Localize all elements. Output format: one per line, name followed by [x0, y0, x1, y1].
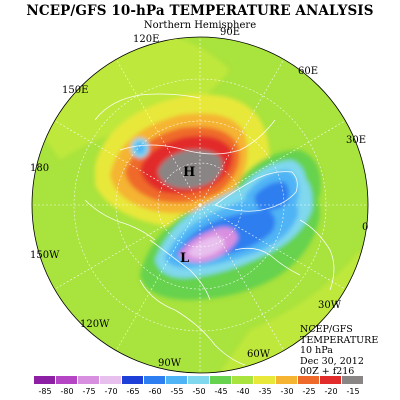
legend-tick-label: -20: [324, 387, 338, 396]
map-border: [31, 36, 369, 374]
legend-tick-label: -80: [60, 387, 74, 396]
lon-180-label: 180: [30, 163, 49, 174]
low-pressure-marker: L: [180, 251, 189, 266]
info-date: Dec 30, 2012: [300, 355, 364, 367]
legend-tick-label: -15: [346, 387, 360, 396]
legend-swatch: [320, 376, 342, 384]
lon-90w-label: 90W: [158, 358, 182, 369]
high-pressure-marker: H: [183, 165, 195, 180]
lon-60w-label: 60W: [247, 349, 271, 360]
lon-0-label: 0: [362, 222, 368, 233]
info-variable: TEMPERATURE: [300, 334, 379, 346]
legend-swatch: [34, 376, 56, 384]
legend-tick-label: -75: [82, 387, 96, 396]
legend-ticks: -85 -80 -75 -70 -65 -60 -55 -50 -45 -40 -35 -30 -25-…: [34, 387, 364, 399]
info-level: 10 hPa: [300, 345, 333, 356]
legend-swatch: [122, 376, 144, 384]
legend-swatch: [232, 376, 254, 384]
lon-150e-label: 150E: [62, 85, 88, 96]
lon-90e-label: 90E: [220, 27, 240, 38]
lon-120w-label: 120W: [80, 319, 110, 330]
legend-tick-label: -25: [302, 387, 316, 396]
legend-swatch: [166, 376, 188, 384]
info-model: NCEP/GFS: [300, 324, 353, 335]
legend-tick-label: -55: [170, 387, 184, 396]
legend-swatch: [210, 376, 232, 384]
color-legend: [34, 376, 364, 388]
map-title: NCEP/GFS 10-hPa TEMPERATURE ANALYSIS: [26, 3, 374, 19]
legend-swatch: [188, 376, 210, 384]
legend-swatch: [100, 376, 122, 384]
legend-swatch: [78, 376, 100, 384]
map-subtitle: Northern Hemisphere: [143, 20, 257, 31]
legend-swatch: [276, 376, 298, 384]
forecast-info-box: NCEP/GFS TEMPERATURE 10 hPa Dec 30, 2012…: [300, 324, 379, 378]
info-forecast-hour: 00Z + f216: [300, 366, 355, 377]
legend-swatch: [56, 376, 78, 384]
legend-swatch: [254, 376, 276, 384]
legend-tick-label: -70: [104, 387, 118, 396]
lon-120e-label: 120E: [133, 34, 159, 45]
lon-60e-label: 60E: [298, 66, 318, 77]
lon-30w-label: 30W: [318, 300, 342, 311]
graticule: [32, 37, 368, 373]
coastlines: [84, 93, 335, 366]
lon-150w-label: 150W: [30, 250, 60, 261]
legend-swatch: [298, 376, 320, 384]
legend-tick-label: -45: [214, 387, 228, 396]
lon-30e-label: 30E: [346, 135, 366, 146]
legend-tick-label: -40: [236, 387, 250, 396]
legend-tick-label: -65: [126, 387, 140, 396]
legend-tick-label: -60: [148, 387, 162, 396]
legend-tick-label: -85: [38, 387, 52, 396]
legend-tick-label: -30: [280, 387, 294, 396]
legend-swatch: [144, 376, 166, 384]
legend-tick-label: -35: [258, 387, 272, 396]
legend-tick-label: -50: [192, 387, 206, 396]
legend-swatch: [342, 376, 364, 384]
